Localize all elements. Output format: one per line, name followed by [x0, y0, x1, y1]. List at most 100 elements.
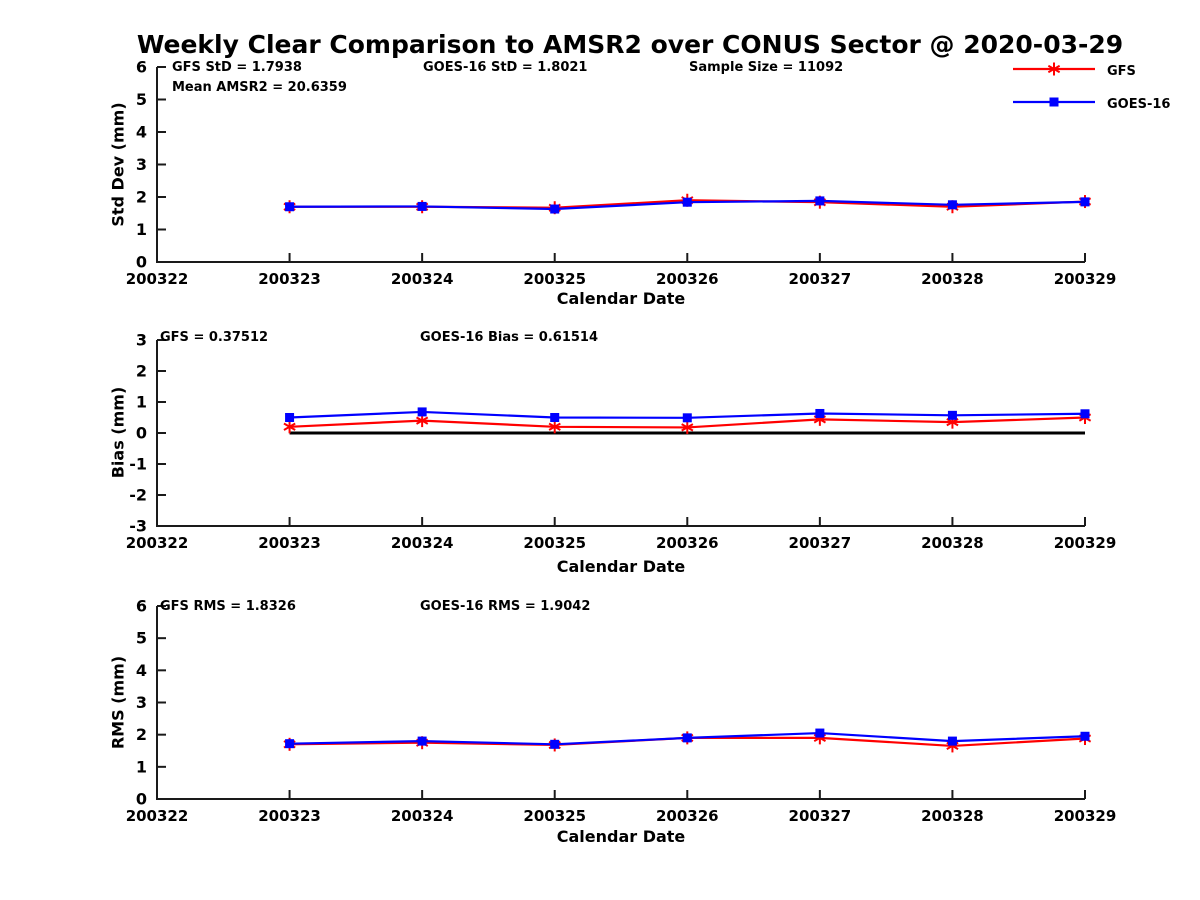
x-tick-label: 200323 [258, 534, 321, 552]
x-tick-label: 200324 [391, 270, 454, 288]
square-marker [550, 739, 560, 749]
y-tick-label: 4 [136, 661, 147, 680]
axes-spines [156, 67, 1085, 263]
x-tick-label: 200326 [656, 807, 719, 825]
square-marker [550, 413, 560, 422]
y-tick-label: 3 [136, 155, 147, 174]
y-tick-label: 2 [136, 725, 147, 744]
panel-1: -3 -2 -1 0 1 2 3 200322 200323 200324 200325 200326… [126, 331, 1117, 553]
goes16-line-marker-icon [1010, 89, 1098, 119]
square-marker [682, 733, 692, 743]
y-tick-label: 6 [136, 597, 147, 616]
x-tick-label: 200328 [921, 807, 984, 825]
square-marker [285, 202, 295, 212]
bias-goes16-annotation: GOES-16 Bias = 0.61514 [420, 330, 599, 345]
legend: GFS GOES-16 [1010, 58, 1170, 124]
square-marker [1049, 97, 1059, 107]
stddev-goes16-annotation: GOES-16 StD = 1.8021 [423, 60, 588, 75]
x-tick-label: 200322 [126, 534, 189, 552]
y-tick-label: 0 [136, 424, 147, 443]
x-tick-label: 200326 [656, 270, 719, 288]
y-tick-label: 3 [136, 331, 147, 350]
x-tick-label: 200325 [523, 270, 586, 288]
y-tick-label: 5 [136, 90, 147, 109]
x-tick-label: 200325 [523, 807, 586, 825]
y-tick-label: 1 [136, 220, 147, 239]
figure-title: Weekly Clear Comparison to AMSR2 over CO… [136, 30, 1124, 59]
square-marker [417, 736, 427, 746]
panel-2: 0 1 2 3 4 5 6 200322 200323 200324 200325 200326 200… [126, 597, 1117, 826]
panel-0: 0 1 2 3 4 5 6 200322 200323 200324 200325 200326 200… [126, 58, 1117, 289]
y-tick-label: -3 [129, 517, 147, 536]
series-markers-goes-16 [285, 196, 1090, 214]
rms-x-axis-label: Calendar Date [556, 827, 686, 846]
x-tick-label: 200329 [1054, 270, 1117, 288]
rms-goes16-annotation: GOES-16 RMS = 1.9042 [420, 599, 591, 614]
square-marker [682, 197, 692, 207]
square-marker [947, 410, 957, 420]
y-tick-label: 0 [136, 790, 147, 809]
stddev-y-axis-label: Std Dev (mm) [108, 102, 128, 227]
x-tick-label: 200328 [921, 534, 984, 552]
y-tick-label: 1 [136, 757, 147, 776]
square-marker [417, 201, 427, 211]
legend-label-gfs: GFS [1107, 63, 1136, 79]
series-markers-gfs [283, 411, 1092, 434]
y-tick-label: 4 [136, 123, 147, 142]
asterisk-marker [681, 420, 694, 434]
square-marker [1080, 197, 1090, 207]
stddev-x-axis-label: Calendar Date [556, 289, 686, 308]
x-tick-label: 200324 [391, 807, 454, 825]
x-tick-label: 200323 [258, 270, 321, 288]
square-marker [947, 736, 957, 746]
x-tick-label: 200323 [258, 807, 321, 825]
x-tick-label: 200322 [126, 807, 189, 825]
square-marker [815, 196, 825, 206]
legend-row-gfs: GFS [1010, 58, 1170, 84]
square-marker [550, 204, 560, 214]
square-marker [285, 413, 295, 422]
square-marker [947, 200, 957, 210]
y-tick-label: 5 [136, 629, 147, 648]
sample-size-annotation: Sample Size = 11092 [689, 60, 844, 75]
gfs-line-marker-icon [1010, 56, 1098, 86]
y-tick-label: 3 [136, 693, 147, 712]
y-tick-label: 1 [136, 393, 147, 412]
legend-row-goes16: GOES-16 [1010, 91, 1170, 117]
axes-spines [156, 606, 1085, 800]
y-tick-label: 0 [136, 253, 147, 272]
series-markers-goes-16 [285, 728, 1090, 749]
asterisk-marker [548, 420, 561, 434]
x-tick-label: 200325 [523, 534, 586, 552]
y-tick-label: -1 [129, 455, 147, 474]
rms-gfs-annotation: GFS RMS = 1.8326 [160, 599, 296, 614]
x-tick-label: 200327 [789, 534, 852, 552]
square-marker [1080, 731, 1090, 741]
x-tick-label: 200322 [126, 270, 189, 288]
y-tick-label: -2 [129, 486, 147, 505]
x-tick-label: 200324 [391, 534, 454, 552]
square-marker [815, 408, 825, 418]
x-tick-label: 200329 [1054, 807, 1117, 825]
asterisk-marker [283, 420, 296, 434]
square-marker [285, 739, 295, 749]
y-tick-label: 2 [136, 362, 147, 381]
y-tick-label: 2 [136, 188, 147, 207]
square-marker [815, 728, 825, 738]
square-marker [1080, 409, 1090, 419]
bias-x-axis-label: Calendar Date [556, 557, 686, 576]
x-tick-label: 200327 [789, 807, 852, 825]
stddev-mean-amsr2-annotation: Mean AMSR2 = 20.6359 [172, 80, 347, 95]
bias-y-axis-label: Bias (mm) [108, 386, 128, 479]
rms-y-axis-label: RMS (mm) [108, 655, 128, 750]
asterisk-marker [1047, 62, 1061, 76]
y-tick-label: 6 [136, 58, 147, 77]
x-tick-label: 200329 [1054, 534, 1117, 552]
x-tick-label: 200327 [789, 270, 852, 288]
square-marker [682, 413, 692, 423]
bias-gfs-annotation: GFS = 0.37512 [160, 330, 269, 345]
stddev-gfs-annotation: GFS StD = 1.7938 [172, 60, 302, 75]
legend-label-goes16: GOES-16 [1107, 96, 1171, 112]
